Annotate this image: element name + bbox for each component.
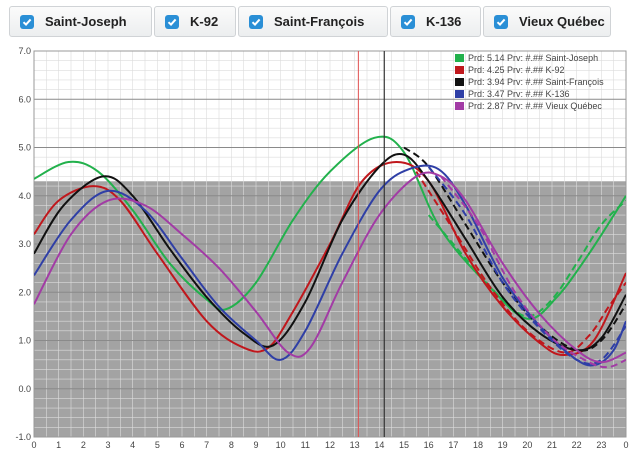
station-toggle-bar: Saint-Joseph K-92 Saint-François K-136 V…	[0, 0, 632, 42]
toggle-saint-joseph[interactable]: Saint-Joseph	[9, 6, 152, 37]
legend-swatch	[455, 66, 464, 74]
series-line-saint-joseph	[34, 135, 626, 320]
x-tick-label: 3	[105, 440, 110, 450]
x-tick-label: 22	[572, 440, 582, 450]
legend-entry: Prd: 4.25 Prv: #.## K-92	[468, 65, 565, 75]
toggle-label: K-136	[426, 14, 462, 29]
toggle-label: K-92	[190, 14, 219, 29]
plot-border	[33, 50, 627, 438]
x-tick-label: 19	[498, 440, 508, 450]
toggle-k-136[interactable]: K-136	[390, 6, 481, 37]
legend-swatch	[455, 90, 464, 98]
checkbox-checked-icon[interactable]	[249, 14, 263, 29]
y-tick-label: 0.0	[18, 384, 31, 394]
x-tick-label: 16	[424, 440, 434, 450]
x-tick-label: 17	[448, 440, 458, 450]
legend-entry: Prd: 3.47 Prv: #.## K-136	[468, 89, 570, 99]
checkbox-checked-icon[interactable]	[494, 14, 508, 29]
x-tick-label: 12	[325, 440, 335, 450]
forecast-line-saint-joseph	[427, 199, 626, 318]
y-tick-label: 3.0	[18, 239, 31, 249]
y-tick-label: 7.0	[18, 46, 31, 56]
x-tick-label: 1	[56, 440, 61, 450]
y-tick-label: 5.0	[18, 143, 31, 153]
legend-entry: Prd: 5.14 Prv: #.## Saint-Joseph	[468, 53, 598, 63]
checkbox-checked-icon[interactable]	[20, 14, 34, 29]
y-tick-label: 1.0	[18, 336, 31, 346]
legend-swatch	[455, 54, 464, 62]
checkbox-checked-icon[interactable]	[401, 14, 415, 29]
legend-entry: Prd: 2.87 Prv: #.## Vieux Québec	[468, 101, 602, 111]
y-tick-label: 6.0	[18, 94, 31, 104]
forecast-line-vieux-qu-bec	[440, 175, 626, 369]
x-tick-label: 11	[301, 440, 310, 450]
x-tick-label: 0	[623, 440, 628, 450]
x-tick-label: 2	[81, 440, 86, 450]
toggle-saint-francois[interactable]: Saint-François	[238, 6, 388, 37]
x-tick-label: 20	[522, 440, 532, 450]
legend-swatch	[455, 102, 464, 110]
legend-entry: Prd: 3.94 Prv: #.## Saint-François	[468, 77, 604, 87]
y-tick-label: 4.0	[18, 191, 31, 201]
x-tick-label: 4	[130, 440, 135, 450]
toggle-label: Saint-Joseph	[45, 14, 127, 29]
x-tick-label: 14	[374, 440, 384, 450]
series-line-saint-fran-ois	[34, 153, 626, 352]
x-tick-label: 10	[276, 440, 286, 450]
x-tick-label: 9	[253, 440, 258, 450]
y-tick-label: -1.0	[15, 432, 31, 442]
series-line-vieux-qu-bec	[34, 171, 626, 364]
checkbox-checked-icon[interactable]	[165, 14, 179, 29]
toggle-k-92[interactable]: K-92	[154, 6, 236, 37]
toggle-vieux-quebec[interactable]: Vieux Québec	[483, 6, 611, 37]
water-level-chart[interactable]: 7.06.05.04.03.02.01.00.0-1.00 1 2 3 4 5 6 7 8 9 10…	[0, 42, 632, 452]
x-tick-label: 5	[155, 440, 160, 450]
series-line-k-136	[34, 164, 626, 367]
x-tick-label: 23	[596, 440, 606, 450]
series-group	[34, 135, 626, 369]
x-tick-label: 0	[31, 440, 36, 450]
x-tick-label: 13	[350, 440, 360, 450]
forecast-line-k-136	[427, 166, 626, 365]
y-tick-label: 2.0	[18, 287, 31, 297]
toggle-label: Saint-François	[274, 14, 365, 29]
x-tick-label: 8	[229, 440, 234, 450]
x-tick-label: 18	[473, 440, 483, 450]
legend-swatch	[455, 78, 464, 86]
x-tick-label: 15	[399, 440, 409, 450]
toggle-label: Vieux Québec	[519, 14, 605, 29]
x-tick-label: 7	[204, 440, 209, 450]
x-tick-label: 21	[547, 440, 557, 450]
x-tick-label: 6	[179, 440, 184, 450]
